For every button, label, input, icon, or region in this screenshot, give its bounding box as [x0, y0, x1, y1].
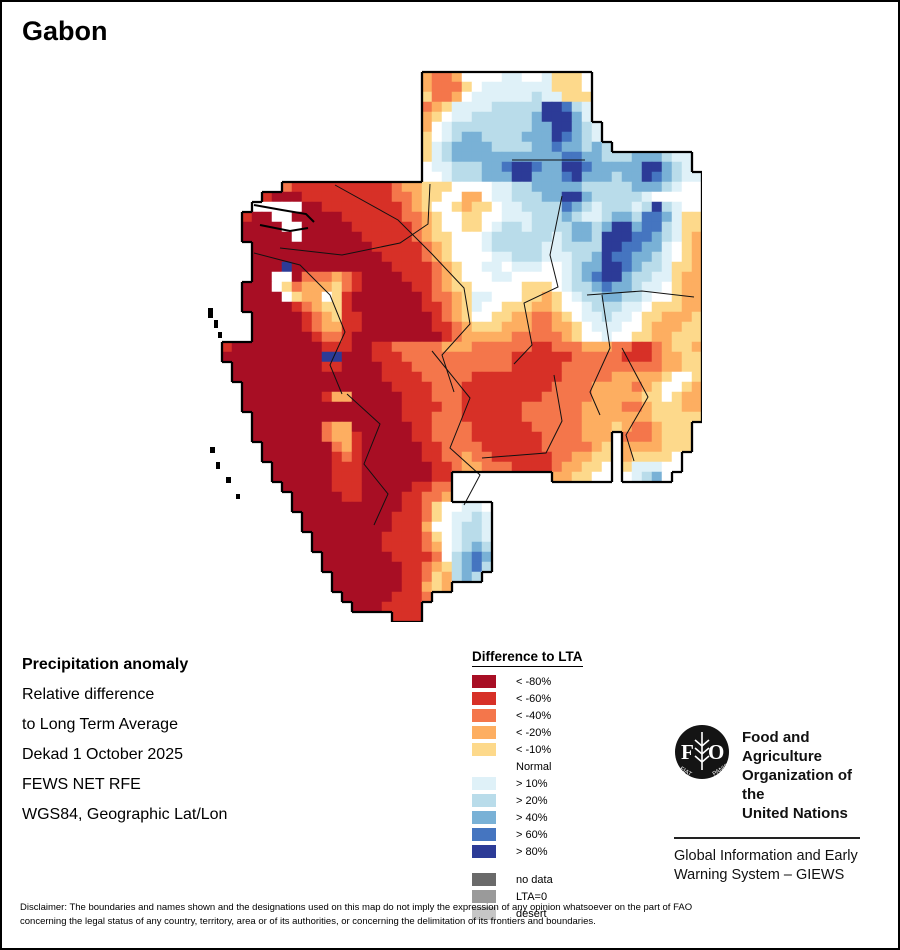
legend-swatch	[472, 675, 496, 688]
legend-item: < -10%	[472, 741, 642, 758]
raster-cells	[221, 71, 703, 623]
legend-item: > 40%	[472, 809, 642, 826]
fao-block: F O FIAT PANIS Food and Agriculture Organ…	[674, 724, 874, 885]
map-raster	[208, 70, 704, 624]
legend-swatch	[472, 692, 496, 705]
giews-line-2: Warning System – GIEWS	[674, 867, 845, 883]
legend-label: LTA=0	[516, 890, 548, 903]
legend-label: Normal	[516, 760, 552, 773]
fao-org-line-3: United Nations	[742, 805, 848, 822]
giews-name: Global Information and Early Warning Syst…	[674, 847, 874, 885]
fao-org-line-2: Organization of the	[742, 767, 852, 803]
fao-org-name: Food and Agriculture Organization of the U…	[742, 724, 874, 823]
legend-swatch	[472, 726, 496, 739]
map-info-block: Precipitation anomaly Relative difference…	[22, 650, 352, 830]
legend-gap	[472, 860, 642, 871]
info-line-3: to Long Term Average	[22, 716, 178, 733]
legend-item: < -40%	[472, 707, 642, 724]
legend-item: < -60%	[472, 690, 642, 707]
legend-label: > 40%	[516, 811, 548, 824]
legend-item: > 10%	[472, 775, 642, 792]
legend: Difference to LTA < -80% < -60% < -40% < -2…	[472, 648, 642, 922]
info-line-5: FEWS NET RFE	[22, 776, 141, 793]
info-line-1: Precipitation anomaly	[22, 656, 189, 673]
legend-swatch	[472, 743, 496, 756]
legend-item: Normal	[472, 758, 642, 775]
legend-items: < -80% < -60% < -40% < -20% < -10% Normal > 10…	[472, 673, 642, 922]
disclaimer-line-2: concerning the legal status of any count…	[20, 916, 596, 927]
legend-label: > 60%	[516, 828, 548, 841]
legend-swatch	[472, 873, 496, 886]
info-line-4: Dekad 1 October 2025	[22, 746, 183, 763]
legend-label: < -40%	[516, 709, 552, 722]
legend-item: < -80%	[472, 673, 642, 690]
info-line-2: Relative difference	[22, 686, 155, 703]
legend-swatch	[472, 794, 496, 807]
wheat-ear-icon	[694, 732, 710, 770]
svg-text:O: O	[708, 740, 724, 764]
page-title: Gabon	[22, 16, 108, 46]
legend-title: Difference to LTA	[472, 649, 583, 667]
legend-label: > 10%	[516, 777, 548, 790]
svg-text:F: F	[681, 740, 694, 764]
legend-swatch	[472, 709, 496, 722]
legend-label: < -10%	[516, 743, 552, 756]
admin-boundaries	[253, 159, 695, 526]
giews-line-1: Global Information and Early	[674, 848, 858, 864]
legend-swatch	[472, 777, 496, 790]
legend-label: no data	[516, 873, 553, 886]
legend-swatch	[472, 828, 496, 841]
legend-item: > 60%	[472, 826, 642, 843]
legend-swatch	[472, 760, 496, 773]
legend-swatch	[472, 845, 496, 858]
legend-label: < -80%	[516, 675, 552, 688]
disclaimer: Disclaimer: The boundaries and names sho…	[20, 901, 882, 929]
fao-divider	[674, 837, 860, 839]
legend-swatch	[472, 890, 496, 903]
legend-item: LTA=0	[472, 888, 642, 905]
legend-item: no data	[472, 871, 642, 888]
legend-label: desert	[516, 907, 547, 920]
info-line-6: WGS84, Geographic Lat/Lon	[22, 806, 228, 823]
disclaimer-line-1: Disclaimer: The boundaries and names sho…	[20, 902, 693, 913]
legend-item: desert	[472, 905, 642, 922]
legend-item: > 80%	[472, 843, 642, 860]
fao-logo-icon: F O FIAT PANIS	[675, 725, 730, 779]
legend-label: < -20%	[516, 726, 552, 739]
legend-swatch	[472, 907, 496, 920]
gabon-anomaly-map	[202, 62, 704, 624]
legend-item: < -20%	[472, 724, 642, 741]
legend-label: < -60%	[516, 692, 552, 705]
fao-org-line-1: Food and Agriculture	[742, 729, 823, 765]
legend-label: > 80%	[516, 845, 548, 858]
svg-text:FIAT: FIAT	[678, 766, 692, 778]
coastline-detail	[208, 204, 315, 499]
legend-label: > 20%	[516, 794, 548, 807]
legend-item: > 20%	[472, 792, 642, 809]
legend-swatch	[472, 811, 496, 824]
